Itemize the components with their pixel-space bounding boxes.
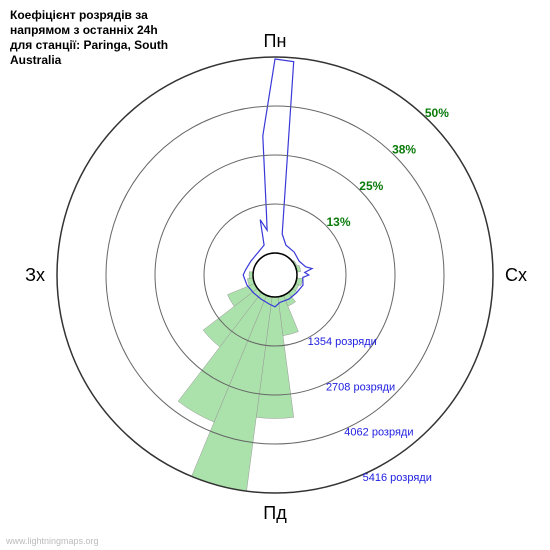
count-label: 5416 розряди — [363, 472, 432, 484]
pct-label: 50% — [425, 106, 449, 120]
pct-label: 38% — [392, 142, 416, 156]
chart-container: Коефіцієнт розрядів за напрямом з останн… — [0, 0, 550, 550]
center-circle — [253, 253, 297, 297]
axis-e: Сх — [505, 265, 527, 285]
footer-credit: www.lightningmaps.org — [6, 536, 99, 546]
axis-n: Пн — [264, 31, 287, 51]
pct-label: 25% — [359, 179, 383, 193]
pct-label: 13% — [327, 215, 351, 229]
count-label: 4062 розряди — [344, 427, 413, 439]
axis-w: Зх — [25, 265, 45, 285]
count-label: 1354 розряди — [308, 336, 377, 348]
count-label: 2708 розряди — [326, 381, 395, 393]
polar-plot: 13% 25% 38% 50% 1354 розряди 2708 розряди 4062… — [0, 0, 550, 550]
axis-s: Пд — [263, 503, 287, 523]
